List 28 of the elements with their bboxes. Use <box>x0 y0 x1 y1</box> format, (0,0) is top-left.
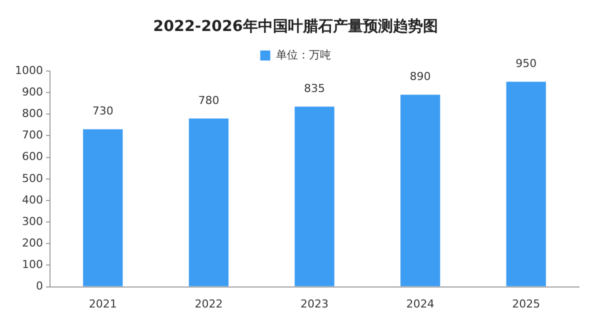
bar <box>400 94 440 286</box>
bar <box>506 82 546 286</box>
x-tick-label: 2023 <box>300 297 328 310</box>
bar <box>188 118 229 286</box>
legend-label: 单位：万吨 <box>276 48 331 62</box>
data-label: 730 <box>92 104 114 118</box>
data-label: 835 <box>304 82 325 95</box>
bar <box>83 129 123 286</box>
y-tick-label: 600 <box>22 150 43 164</box>
y-tick-label: 400 <box>22 193 43 206</box>
x-tick-label: 2022 <box>194 297 223 310</box>
y-tick-label: 0 <box>36 280 43 293</box>
y-tick-label: 300 <box>22 214 43 228</box>
data-label: 890 <box>410 70 431 84</box>
y-tick-label: 900 <box>22 85 43 98</box>
x-tick-label: 2024 <box>406 297 434 310</box>
chart-title: 2022-2026年中国叶腊石产量预测趋势图 <box>153 16 438 35</box>
data-label: 950 <box>516 57 537 70</box>
y-tick-label: 800 <box>22 107 43 120</box>
y-tick-label: 100 <box>22 258 43 272</box>
y-tick-label: 200 <box>22 236 43 250</box>
y-tick-label: 700 <box>22 128 43 142</box>
y-tick-label: 1000 <box>14 64 43 77</box>
bar <box>294 106 334 286</box>
x-tick-label: 2021 <box>88 297 117 310</box>
data-label: 780 <box>198 94 220 107</box>
y-tick-label: 500 <box>22 172 43 185</box>
x-tick-label: 2025 <box>512 297 540 310</box>
